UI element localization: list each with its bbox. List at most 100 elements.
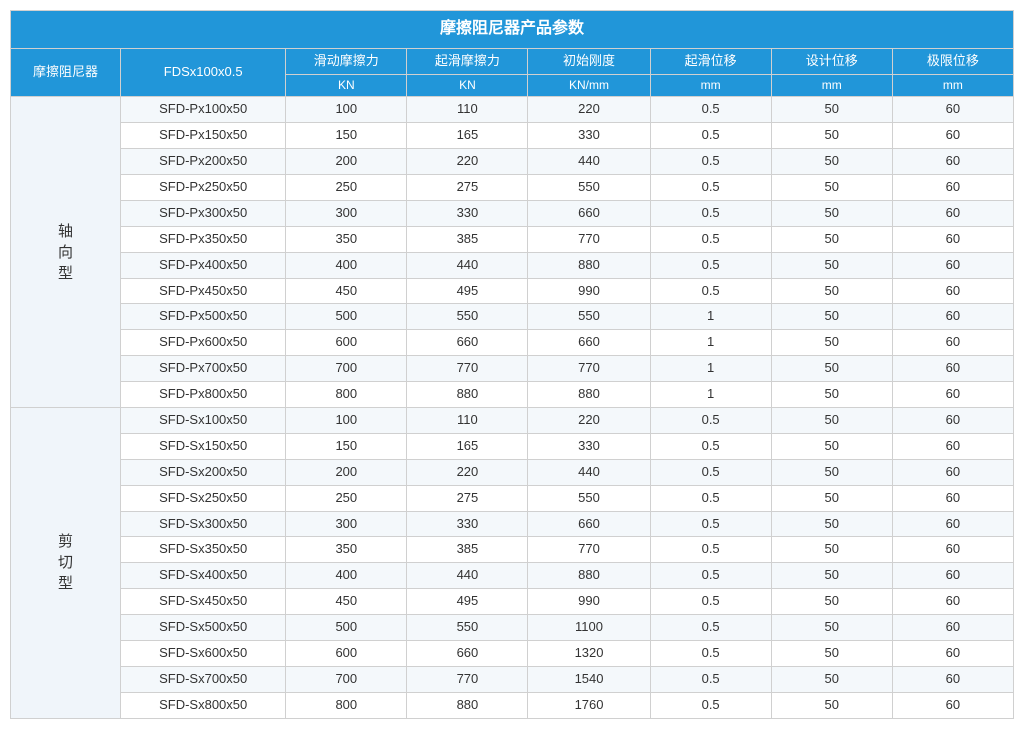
- data-cell: 60: [892, 640, 1013, 666]
- data-cell: 400: [286, 563, 407, 589]
- data-cell: 50: [771, 174, 892, 200]
- col-unit: KN: [286, 74, 407, 97]
- data-cell: 60: [892, 252, 1013, 278]
- data-cell: 400: [286, 252, 407, 278]
- data-cell: 660: [407, 640, 528, 666]
- data-cell: 550: [407, 304, 528, 330]
- col-fds-label: FDSx100x0.5: [121, 48, 286, 96]
- data-cell: 1320: [528, 640, 650, 666]
- data-cell: 495: [407, 278, 528, 304]
- table-row: SFD-Px600x5060066066015060: [11, 330, 1014, 356]
- data-cell: 450: [286, 589, 407, 615]
- group-label: 剪切型: [11, 407, 121, 718]
- data-cell: 1540: [528, 666, 650, 692]
- data-cell: 350: [286, 537, 407, 563]
- table-row: SFD-Px800x5080088088015060: [11, 382, 1014, 408]
- table-row: SFD-Sx200x502002204400.55060: [11, 459, 1014, 485]
- data-cell: 50: [771, 563, 892, 589]
- data-cell: 1: [650, 356, 771, 382]
- data-cell: 250: [286, 174, 407, 200]
- data-cell: 440: [407, 252, 528, 278]
- table-title: 摩擦阻尼器产品参数: [11, 11, 1014, 49]
- data-cell: 770: [407, 356, 528, 382]
- data-cell: 50: [771, 537, 892, 563]
- col-unit: mm: [892, 74, 1013, 97]
- data-cell: 660: [528, 200, 650, 226]
- data-cell: 880: [407, 692, 528, 718]
- model-cell: SFD-Sx200x50: [121, 459, 286, 485]
- model-cell: SFD-Px250x50: [121, 174, 286, 200]
- model-cell: SFD-Px450x50: [121, 278, 286, 304]
- data-cell: 60: [892, 485, 1013, 511]
- table-row: SFD-Px150x501501653300.55060: [11, 123, 1014, 149]
- data-cell: 50: [771, 200, 892, 226]
- data-cell: 60: [892, 459, 1013, 485]
- data-cell: 250: [286, 485, 407, 511]
- data-cell: 880: [528, 382, 650, 408]
- table-row: 剪切型SFD-Sx100x501001102200.55060: [11, 407, 1014, 433]
- data-cell: 800: [286, 382, 407, 408]
- data-cell: 440: [528, 149, 650, 175]
- table-row: SFD-Sx250x502502755500.55060: [11, 485, 1014, 511]
- data-cell: 50: [771, 511, 892, 537]
- data-cell: 0.5: [650, 459, 771, 485]
- data-cell: 220: [528, 407, 650, 433]
- data-cell: 660: [528, 511, 650, 537]
- model-cell: SFD-Sx600x50: [121, 640, 286, 666]
- table-row: SFD-Px200x502002204400.55060: [11, 149, 1014, 175]
- col-header: 设计位移: [771, 48, 892, 74]
- table-row: SFD-Sx450x504504959900.55060: [11, 589, 1014, 615]
- data-cell: 440: [528, 459, 650, 485]
- model-cell: SFD-Px200x50: [121, 149, 286, 175]
- data-cell: 0.5: [650, 563, 771, 589]
- data-cell: 100: [286, 97, 407, 123]
- data-cell: 770: [528, 356, 650, 382]
- data-cell: 50: [771, 433, 892, 459]
- data-cell: 60: [892, 97, 1013, 123]
- data-cell: 330: [407, 200, 528, 226]
- data-cell: 50: [771, 252, 892, 278]
- damper-spec-table: 摩擦阻尼器产品参数 摩擦阻尼器 FDSx100x0.5 滑动摩擦力 起滑摩擦力 …: [10, 10, 1014, 719]
- table-row: SFD-Sx150x501501653300.55060: [11, 433, 1014, 459]
- data-cell: 0.5: [650, 589, 771, 615]
- data-cell: 50: [771, 226, 892, 252]
- data-cell: 50: [771, 485, 892, 511]
- data-cell: 50: [771, 589, 892, 615]
- data-cell: 50: [771, 356, 892, 382]
- data-cell: 220: [407, 149, 528, 175]
- model-cell: SFD-Px100x50: [121, 97, 286, 123]
- col-unit: mm: [771, 74, 892, 97]
- data-cell: 800: [286, 692, 407, 718]
- data-cell: 770: [407, 666, 528, 692]
- data-cell: 700: [286, 356, 407, 382]
- table-row: SFD-Px500x5050055055015060: [11, 304, 1014, 330]
- table-row: SFD-Px250x502502755500.55060: [11, 174, 1014, 200]
- col-unit: KN: [407, 74, 528, 97]
- data-cell: 165: [407, 433, 528, 459]
- table-row: SFD-Sx800x5080088017600.55060: [11, 692, 1014, 718]
- model-cell: SFD-Sx450x50: [121, 589, 286, 615]
- data-cell: 150: [286, 123, 407, 149]
- model-cell: SFD-Px700x50: [121, 356, 286, 382]
- data-cell: 990: [528, 589, 650, 615]
- model-cell: SFD-Px150x50: [121, 123, 286, 149]
- model-cell: SFD-Sx300x50: [121, 511, 286, 537]
- data-cell: 330: [407, 511, 528, 537]
- data-cell: 550: [407, 615, 528, 641]
- table-row: SFD-Px350x503503857700.55060: [11, 226, 1014, 252]
- data-cell: 60: [892, 200, 1013, 226]
- data-cell: 275: [407, 485, 528, 511]
- model-cell: SFD-Px600x50: [121, 330, 286, 356]
- data-cell: 0.5: [650, 123, 771, 149]
- table-row: SFD-Sx600x5060066013200.55060: [11, 640, 1014, 666]
- data-cell: 60: [892, 589, 1013, 615]
- data-cell: 220: [528, 97, 650, 123]
- data-cell: 100: [286, 407, 407, 433]
- col-header: 初始刚度: [528, 48, 650, 74]
- data-cell: 60: [892, 123, 1013, 149]
- data-cell: 1100: [528, 615, 650, 641]
- data-cell: 0.5: [650, 433, 771, 459]
- data-cell: 385: [407, 226, 528, 252]
- col-unit: mm: [650, 74, 771, 97]
- model-cell: SFD-Px500x50: [121, 304, 286, 330]
